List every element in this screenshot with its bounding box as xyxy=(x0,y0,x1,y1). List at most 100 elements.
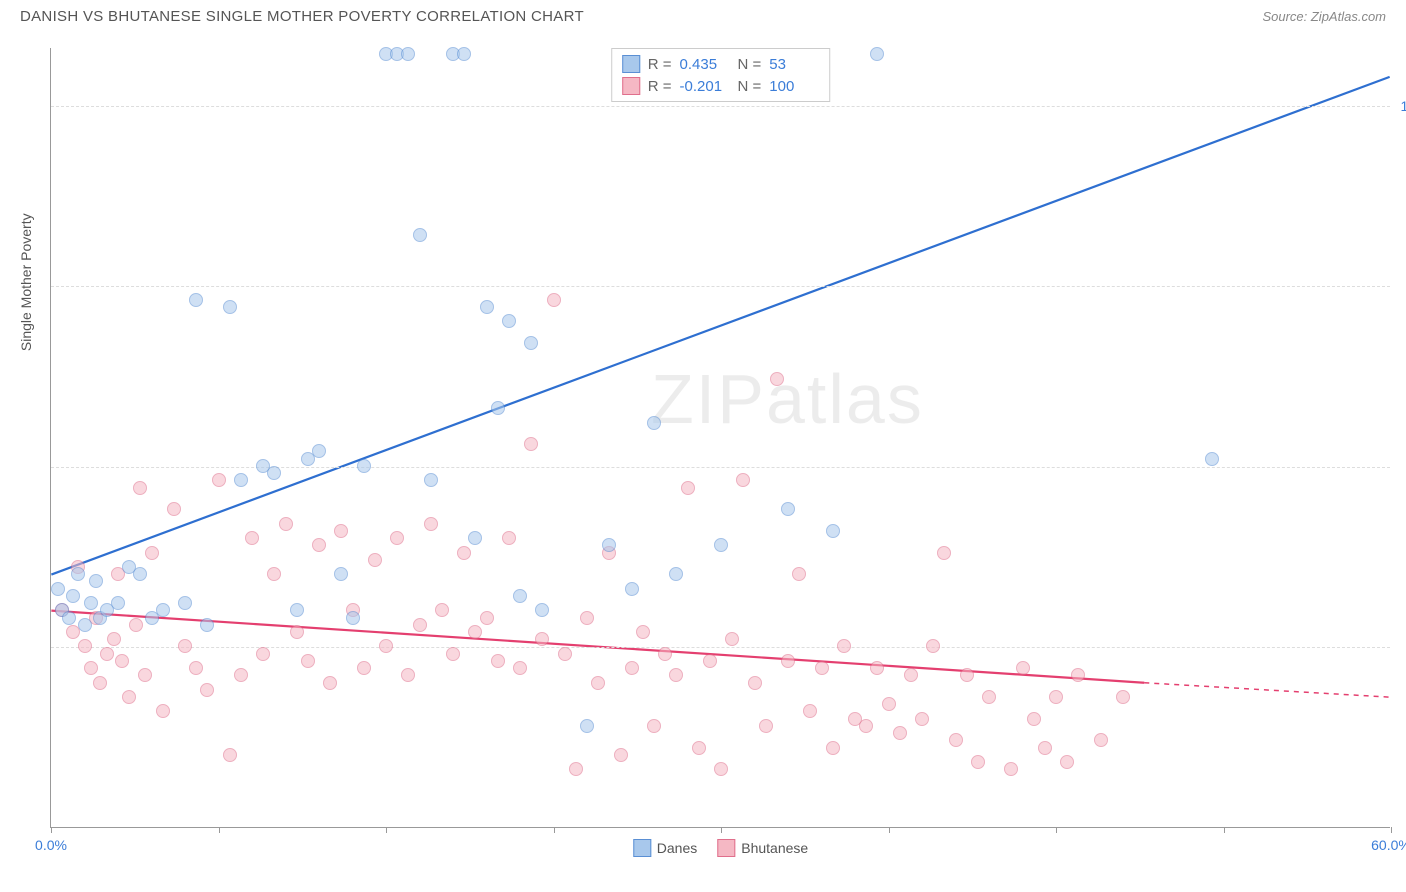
legend-row-bhutanese: R = -0.201 N = 100 xyxy=(622,75,820,97)
scatter-point-bhutanese xyxy=(178,639,192,653)
scatter-point-bhutanese xyxy=(513,661,527,675)
scatter-point-danes xyxy=(413,228,427,242)
legend-item-bhutanese: Bhutanese xyxy=(717,839,808,857)
scatter-point-bhutanese xyxy=(468,625,482,639)
scatter-point-bhutanese xyxy=(290,625,304,639)
scatter-point-bhutanese xyxy=(1116,690,1130,704)
x-tick xyxy=(1224,827,1225,833)
r-value-bhutanese: -0.201 xyxy=(680,78,730,95)
scatter-point-bhutanese xyxy=(100,647,114,661)
x-tick xyxy=(1391,827,1392,833)
scatter-point-bhutanese xyxy=(1038,741,1052,755)
scatter-point-bhutanese xyxy=(714,762,728,776)
scatter-point-bhutanese xyxy=(636,625,650,639)
legend-swatch-danes xyxy=(622,55,640,73)
scatter-point-bhutanese xyxy=(379,639,393,653)
scatter-point-danes xyxy=(357,459,371,473)
x-tick xyxy=(51,827,52,833)
scatter-point-danes xyxy=(234,473,248,487)
scatter-point-bhutanese xyxy=(614,748,628,762)
scatter-point-danes xyxy=(346,611,360,625)
scatter-point-danes xyxy=(468,531,482,545)
scatter-point-danes xyxy=(334,567,348,581)
x-tick xyxy=(889,827,890,833)
scatter-point-danes xyxy=(826,524,840,538)
y-axis-label: Single Mother Poverty xyxy=(18,213,34,351)
scatter-point-danes xyxy=(647,416,661,430)
scatter-point-bhutanese xyxy=(189,661,203,675)
r-label: R = xyxy=(648,56,672,73)
scatter-point-bhutanese xyxy=(803,704,817,718)
r-value-danes: 0.435 xyxy=(680,56,730,73)
scatter-point-bhutanese xyxy=(279,517,293,531)
scatter-point-bhutanese xyxy=(736,473,750,487)
scatter-point-bhutanese xyxy=(301,654,315,668)
trend-lines-layer xyxy=(51,48,1390,827)
x-tick xyxy=(554,827,555,833)
scatter-point-danes xyxy=(781,502,795,516)
trend-line xyxy=(51,77,1389,575)
scatter-point-bhutanese xyxy=(971,755,985,769)
scatter-point-bhutanese xyxy=(368,553,382,567)
x-tick xyxy=(219,827,220,833)
scatter-point-bhutanese xyxy=(960,668,974,682)
scatter-point-danes xyxy=(178,596,192,610)
gridline xyxy=(51,286,1390,287)
scatter-point-danes xyxy=(51,582,65,596)
scatter-point-bhutanese xyxy=(115,654,129,668)
gridline xyxy=(51,647,1390,648)
scatter-point-danes xyxy=(524,336,538,350)
scatter-point-bhutanese xyxy=(524,437,538,451)
scatter-point-bhutanese xyxy=(323,676,337,690)
x-tick-label: 0.0% xyxy=(35,837,67,853)
scatter-point-danes xyxy=(513,589,527,603)
scatter-point-danes xyxy=(200,618,214,632)
scatter-point-bhutanese xyxy=(401,668,415,682)
scatter-point-bhutanese xyxy=(915,712,929,726)
y-tick-label: 100.0% xyxy=(1401,98,1406,114)
scatter-point-danes xyxy=(84,596,98,610)
scatter-point-bhutanese xyxy=(1094,733,1108,747)
scatter-point-danes xyxy=(535,603,549,617)
scatter-point-bhutanese xyxy=(446,647,460,661)
chart-plot-area: ZIPatlas R = 0.435 N = 53 R = -0.201 N =… xyxy=(50,48,1390,828)
scatter-point-bhutanese xyxy=(535,632,549,646)
scatter-point-danes xyxy=(625,582,639,596)
scatter-point-danes xyxy=(669,567,683,581)
scatter-point-bhutanese xyxy=(580,611,594,625)
scatter-point-bhutanese xyxy=(424,517,438,531)
scatter-point-bhutanese xyxy=(658,647,672,661)
scatter-point-bhutanese xyxy=(725,632,739,646)
n-value-danes: 53 xyxy=(769,56,819,73)
scatter-point-bhutanese xyxy=(547,293,561,307)
scatter-point-bhutanese xyxy=(882,697,896,711)
scatter-point-bhutanese xyxy=(770,372,784,386)
scatter-point-danes xyxy=(457,47,471,61)
scatter-point-bhutanese xyxy=(1027,712,1041,726)
scatter-point-danes xyxy=(502,314,516,328)
legend-item-danes: Danes xyxy=(633,839,697,857)
scatter-point-bhutanese xyxy=(759,719,773,733)
scatter-point-danes xyxy=(111,596,125,610)
scatter-point-bhutanese xyxy=(133,481,147,495)
legend-label-danes: Danes xyxy=(657,840,697,856)
scatter-point-bhutanese xyxy=(167,502,181,516)
scatter-point-bhutanese xyxy=(681,481,695,495)
scatter-point-danes xyxy=(480,300,494,314)
scatter-point-bhutanese xyxy=(1049,690,1063,704)
scatter-point-bhutanese xyxy=(904,668,918,682)
scatter-point-bhutanese xyxy=(781,654,795,668)
scatter-point-bhutanese xyxy=(107,632,121,646)
scatter-point-bhutanese xyxy=(357,661,371,675)
scatter-point-bhutanese xyxy=(625,661,639,675)
scatter-point-danes xyxy=(870,47,884,61)
scatter-point-bhutanese xyxy=(982,690,996,704)
x-tick xyxy=(1056,827,1057,833)
scatter-point-danes xyxy=(71,567,85,581)
scatter-point-bhutanese xyxy=(1060,755,1074,769)
scatter-point-bhutanese xyxy=(591,676,605,690)
scatter-point-bhutanese xyxy=(949,733,963,747)
scatter-point-danes xyxy=(290,603,304,617)
scatter-point-danes xyxy=(714,538,728,552)
scatter-point-bhutanese xyxy=(145,546,159,560)
